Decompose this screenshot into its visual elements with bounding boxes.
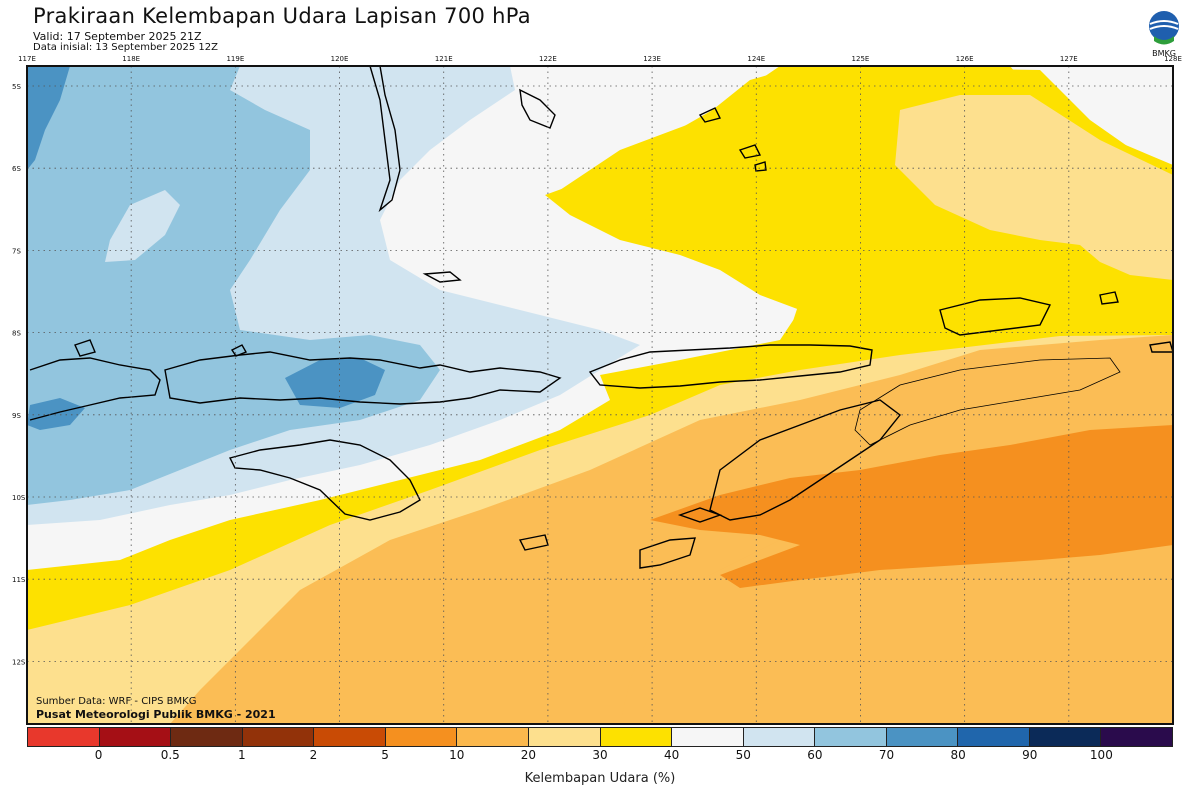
longitude-label: 124E — [747, 55, 765, 63]
latitude-label: 8S — [12, 330, 21, 338]
colorbar-segment — [457, 728, 529, 746]
organization-credit: Pusat Meteorologi Publik BMKG - 2021 — [36, 708, 276, 721]
colorbar-tick-label: 10 — [449, 748, 465, 762]
colorbar-segment — [743, 728, 816, 746]
latitude-label: 9S — [12, 412, 21, 420]
colorbar-tick-label: 70 — [878, 748, 895, 762]
island-kabaena — [422, 271, 462, 283]
longitude-label: 118E — [122, 55, 140, 63]
colorbar-segment — [528, 728, 601, 746]
zone-80-90 — [27, 66, 385, 430]
humidity-field — [27, 66, 1173, 724]
island-sumbawa — [164, 351, 562, 405]
colorbar-tick-label: 60 — [807, 748, 823, 762]
colorbar-segment — [385, 728, 458, 746]
latitude-label: 5S — [12, 83, 21, 91]
colorbar-tick-label: 50 — [735, 748, 751, 762]
colorbar-tick-label: 30 — [592, 748, 608, 762]
island-misc-1 — [698, 107, 767, 172]
longitude-label: 121E — [435, 55, 453, 63]
colorbar-segment — [171, 728, 243, 746]
colorbar-tick-label: 40 — [663, 748, 680, 762]
island-selayar — [519, 88, 556, 129]
colorbar-segment — [242, 728, 315, 746]
longitude-label: 120E — [331, 55, 349, 63]
latitude-labels: 5S 6S 7S 8S 9S 10S 11S 12S — [12, 83, 26, 666]
latitude-label: 7S — [12, 247, 21, 255]
colorbar-title: Kelembapan Udara (%) — [524, 771, 676, 786]
colorbar — [27, 727, 1173, 747]
island-misc-3 — [74, 339, 248, 357]
longitude-label: 126E — [956, 55, 974, 63]
colorbar-segment — [886, 728, 959, 746]
colorbar-tick-label: 0 — [94, 748, 103, 762]
colorbar-tick-label: 0.5 — [160, 748, 180, 762]
longitude-label: 122E — [539, 55, 557, 63]
colorbar-segment — [1029, 728, 1102, 746]
colorbar-tick-label: 20 — [520, 748, 537, 762]
colorbar-segment — [958, 728, 1030, 746]
timor-leste-eez — [854, 357, 1121, 446]
colorbar-tick-label: 80 — [950, 748, 966, 762]
bmkg-logo-icon: BMKG — [1144, 8, 1184, 58]
longitude-label: 127E — [1060, 55, 1078, 63]
colorbar-segment — [314, 728, 386, 746]
island-flores — [588, 344, 873, 389]
longitude-label: 119E — [226, 55, 244, 63]
colorbar-tick-label: 100 — [1089, 748, 1113, 762]
chart-title: Prakiraan Kelembapan Udara Lapisan 700 h… — [33, 4, 531, 28]
zone-30-40-north — [895, 95, 1173, 280]
coastlines — [29, 65, 1174, 569]
colorbar-segment — [600, 728, 673, 746]
bmkg-logo-text: BMKG — [1152, 49, 1176, 58]
island-sulawesi-tip — [369, 65, 401, 213]
colorbar-segment — [815, 728, 887, 746]
island-bali-lombok — [29, 357, 161, 421]
valid-time: Valid: 17 September 2025 21Z — [33, 30, 202, 43]
colorbar-segment — [1101, 728, 1172, 746]
latitude-label: 11S — [12, 576, 26, 584]
zone-60-70-inner — [105, 190, 180, 262]
colorbar-tick-label: 5 — [381, 748, 389, 762]
longitude-label: 123E — [643, 55, 661, 63]
latitude-label: 12S — [12, 658, 26, 666]
initial-time: Data inisial: 13 September 2025 12Z — [33, 42, 218, 53]
colorbar-tick-label: 90 — [1022, 748, 1038, 762]
longitude-label: 117E — [18, 55, 36, 63]
latitude-label: 6S — [12, 165, 21, 173]
longitude-labels: 117E 118E 119E 120E 121E 122E 123E 124E 125E 126E… — [18, 55, 1182, 63]
map-frame — [26, 65, 1174, 725]
island-sumba — [228, 439, 421, 521]
colorbar-tick-label: 2 — [309, 748, 318, 762]
latitude-label: 10S — [12, 494, 26, 502]
colorbar-segment — [28, 728, 100, 746]
colorbar-segment — [99, 728, 172, 746]
island-alor-wetar — [939, 297, 1052, 336]
zone-10-20-south — [650, 425, 1173, 588]
longitude-label: 125E — [852, 55, 870, 63]
colorbar-tick-label: 1 — [238, 748, 246, 762]
colorbar-segment — [672, 728, 744, 746]
data-source: Sumber Data: WRF - CIPS BMKG — [36, 696, 197, 707]
longitude-label: 128E — [1164, 55, 1182, 63]
graticule — [27, 66, 1173, 724]
